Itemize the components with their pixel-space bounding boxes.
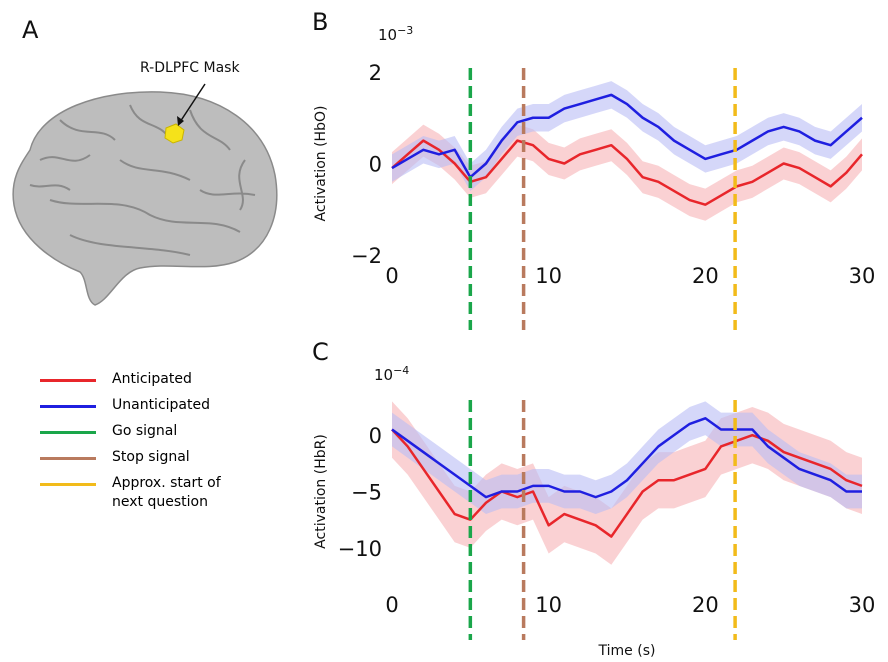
panel-label: A <box>22 16 39 44</box>
multiplier-base: 10 <box>378 26 397 44</box>
error-band <box>392 401 862 515</box>
arrow-head <box>177 116 184 126</box>
y-tick-label: −2 <box>351 244 382 268</box>
multiplier-exponent: −3 <box>397 24 413 37</box>
legend-swatch <box>40 457 96 460</box>
series-line <box>391 417 862 499</box>
x-tick-label: 30 <box>849 593 876 617</box>
x-tick-label: 20 <box>692 593 719 617</box>
panel-label: C <box>312 338 329 366</box>
x-tick-label: 0 <box>385 593 398 617</box>
mask-region <box>164 123 185 144</box>
annotation-arrow <box>179 83 206 123</box>
legend-item: Approx. start of next question <box>40 474 242 512</box>
y-multiplier: 10−4 <box>374 364 409 384</box>
y-tick-label: 0 <box>369 424 382 448</box>
y-tick-label: 2 <box>369 61 382 85</box>
x-tick-label: 10 <box>535 264 562 288</box>
legend-label: Unanticipated <box>112 397 210 413</box>
multiplier-exponent: −4 <box>393 364 409 377</box>
legend-swatch <box>40 431 96 434</box>
annotation: R-DLPFC Mask <box>140 60 240 76</box>
y-tick-label: −10 <box>338 537 382 561</box>
x-tick-label: 20 <box>692 264 719 288</box>
legend-swatch <box>40 483 96 486</box>
x-tick-label: 0 <box>385 264 398 288</box>
brain-illustration <box>12 83 278 306</box>
legend-swatch <box>40 405 96 408</box>
y-multiplier: 10−3 <box>378 24 413 44</box>
legend-item: Go signal <box>40 422 242 441</box>
legend-swatch <box>40 379 96 382</box>
legend-label: Stop signal <box>112 449 190 465</box>
legend-label: Approx. start of next question <box>112 475 221 510</box>
y-axis-label: Activation (HbO) <box>313 106 329 222</box>
legend-item: Stop signal <box>40 448 242 467</box>
x-axis-label: Time (s) <box>598 643 656 659</box>
x-tick-label: 10 <box>535 593 562 617</box>
brain <box>12 91 278 306</box>
y-axis-label: Activation (HbR) <box>313 434 329 549</box>
multiplier-base: 10 <box>374 366 393 384</box>
legend-item: Unanticipated <box>40 396 242 415</box>
legend-label: Anticipated <box>112 371 192 387</box>
y-tick-label: 0 <box>369 153 382 177</box>
brain-gyri <box>29 104 256 256</box>
panel-label: B <box>312 8 328 36</box>
y-tick-label: −5 <box>351 481 382 505</box>
legend-item: Anticipated <box>40 370 242 389</box>
legend-label: Go signal <box>112 423 178 439</box>
x-tick-label: 30 <box>849 264 876 288</box>
legend: Anticipated Unanticipated Go signal Stop si… <box>40 370 242 519</box>
